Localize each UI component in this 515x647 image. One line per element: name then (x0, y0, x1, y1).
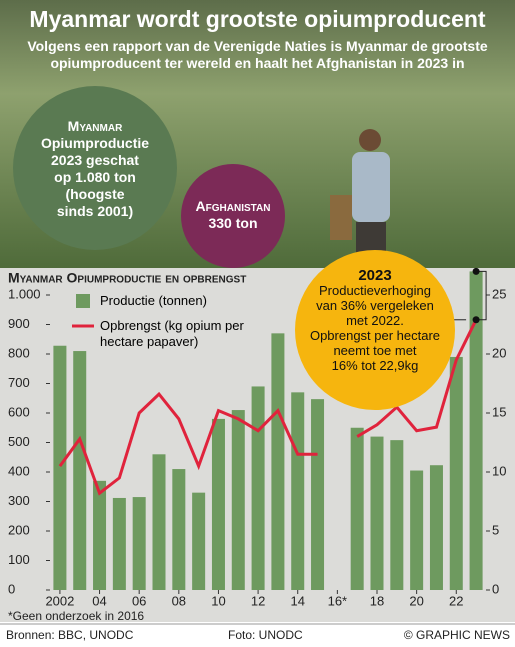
afghanistan-text: Afghanistan 330 ton (181, 198, 285, 232)
text-line: neemt toe met (333, 343, 417, 358)
text-line: 2023 geschat (51, 152, 139, 168)
bracket (476, 270, 487, 321)
y-tick-label: 500 (8, 434, 30, 449)
bar (211, 418, 225, 590)
bar (350, 427, 364, 590)
x-tick-label: 12 (251, 593, 265, 608)
text-line: van 36% vergeleken (316, 298, 434, 313)
y-tick-label: 0 (8, 581, 15, 596)
text-line: op 1.080 ton (54, 169, 136, 185)
y2-tick-label: 15 (492, 404, 506, 419)
title: Myanmar wordt grootste opiumproducent (29, 6, 486, 32)
y-tick-label: 1.000 (8, 286, 41, 301)
bar (53, 345, 67, 590)
y-tick-label: 700 (8, 375, 30, 390)
credit: © GRAPHIC NEWS (404, 628, 510, 642)
text-line: (hoogste (65, 186, 125, 202)
x-tick-label: 18 (370, 593, 384, 608)
x-tick-label: 10 (211, 593, 225, 608)
footnote: *Geen onderzoek in 2016 (8, 609, 144, 623)
bar (152, 454, 166, 590)
legend-2: Opbrengst (kg opium per hectare papaver) (100, 318, 244, 349)
text-line: sinds 2001) (56, 203, 134, 219)
circle-heading: Afghanistan (195, 198, 271, 214)
line (58, 319, 478, 496)
bar (172, 469, 186, 590)
y-tick-label: 900 (8, 316, 30, 331)
y2-tick-label: 25 (492, 286, 506, 301)
text-line: 16% tot 22,9kg (331, 358, 419, 373)
legend-swatch (76, 294, 90, 308)
photo-credit: Foto: UNODC (228, 628, 303, 642)
bar (132, 497, 146, 590)
y-tick-label: 100 (8, 552, 30, 567)
x-tick-label: 22 (449, 593, 463, 608)
afghanistan-circle (181, 164, 285, 268)
legend-1: Productie (tonnen) (100, 293, 207, 308)
myanmar-circle (13, 86, 177, 250)
subtitle: Volgens een rapport van de Verenigde Nat… (27, 38, 488, 71)
x-tick-label: 2002 (45, 593, 74, 608)
y2-tick-label: 20 (492, 345, 506, 360)
y-tick-label: 800 (8, 345, 30, 360)
bracket-dot (472, 267, 480, 275)
y2-tick-label: 5 (492, 522, 499, 537)
bar (112, 497, 126, 590)
bar (291, 392, 305, 590)
sources: Bronnen: BBC, UNODC (6, 628, 134, 642)
annotation-circle (295, 250, 455, 410)
text-line: Opbrengst per hectare (309, 328, 441, 343)
x-tick-label: 08 (172, 593, 186, 608)
text-line: 330 ton (208, 215, 258, 231)
annotation-heading: 2023 (358, 267, 392, 284)
bar (469, 271, 483, 590)
y2-tick-label: 0 (492, 581, 499, 596)
bar (231, 410, 245, 590)
bar (449, 356, 463, 590)
bar (192, 492, 206, 590)
bar (370, 436, 384, 590)
y-tick-label: 400 (8, 463, 30, 478)
bar (390, 440, 404, 590)
chart-title: Myanmar Opiumproductie en opbrengst (8, 270, 246, 286)
bracket-dot (472, 316, 480, 324)
text-line: met 2022. (346, 313, 404, 328)
x-tick-label: 14 (290, 593, 304, 608)
y-tick-label: 200 (8, 522, 30, 537)
x-tick-label: 04 (92, 593, 106, 608)
y-tick-label: 300 (8, 493, 30, 508)
bar (271, 333, 285, 590)
y-tick-label: 600 (8, 404, 30, 419)
bar (410, 470, 424, 590)
x-tick-label: 16* (328, 593, 348, 608)
bar (311, 399, 325, 590)
y2-tick-label: 10 (492, 463, 506, 478)
bar (73, 351, 87, 590)
x-tick-label: 06 (132, 593, 146, 608)
text-line: Productieverhoging (318, 283, 432, 298)
myanmar-text: Myanmar Opiumproductie 2023 geschat op 1.0… (13, 118, 177, 220)
annotation: 2023 Productieverhoging van 36% vergeleke… (295, 268, 455, 373)
bar (93, 480, 107, 590)
text-line: Opiumproductie (40, 135, 150, 151)
circle-heading: Myanmar (67, 118, 123, 134)
bar (251, 386, 265, 590)
bar (429, 465, 443, 590)
x-tick-label: 20 (409, 593, 423, 608)
